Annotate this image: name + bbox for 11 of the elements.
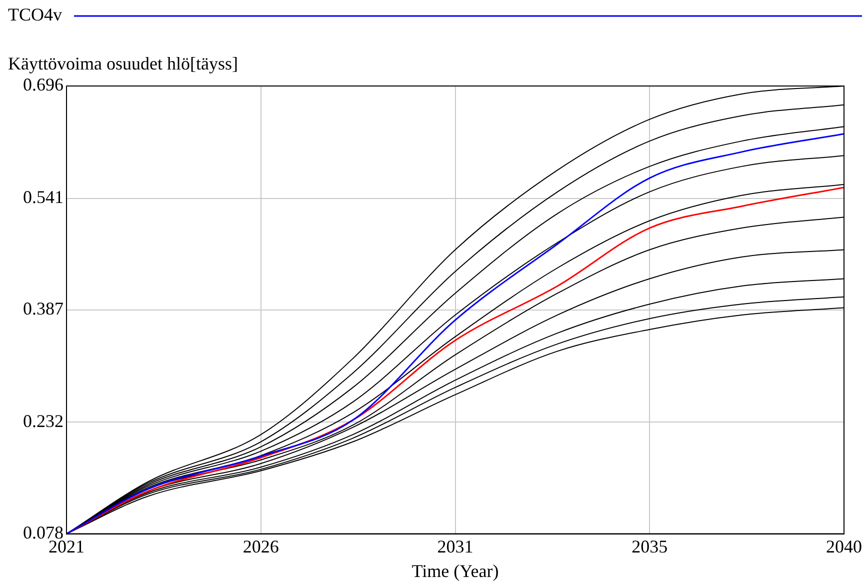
x-tick-label: 2040 [826, 536, 862, 556]
x-axis-title: Time (Year) [412, 560, 499, 581]
text: TCO4v [8, 4, 62, 25]
y-tick-label: 0.541 [23, 187, 64, 208]
y-tick-label: 0.387 [23, 298, 64, 319]
x-tick-label: 2035 [632, 536, 668, 556]
x-tick-label: 2026 [242, 536, 279, 556]
y-tick-label: 0.232 [23, 410, 64, 431]
y-tick-label: 0.696 [23, 74, 64, 95]
x-tick-label: 2031 [437, 536, 474, 556]
y-axis-title: Käyttövoima osuudet hlö[täyss] [8, 54, 238, 74]
